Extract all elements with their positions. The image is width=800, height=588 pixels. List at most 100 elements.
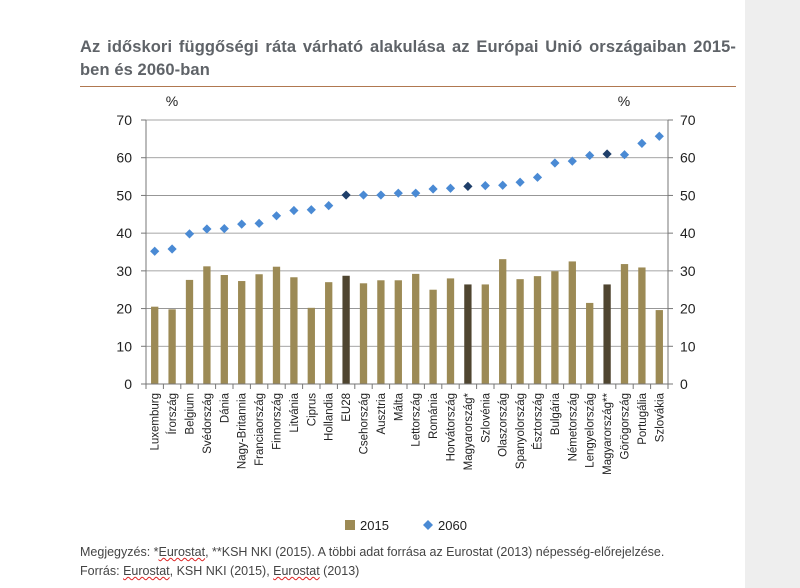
bar-2015 — [325, 282, 333, 384]
bar-2015 — [342, 275, 350, 384]
marker-2060 — [411, 188, 421, 198]
marker-2060 — [358, 190, 369, 200]
marker-2060 — [637, 138, 647, 148]
page-margin — [745, 0, 800, 588]
marker-2060 — [498, 180, 508, 190]
category-label: Ciprus — [306, 393, 318, 426]
y-tick-label-right: 70 — [680, 112, 696, 128]
bar-2015 — [394, 280, 402, 384]
bar-2015 — [516, 279, 524, 384]
marker-2060 — [515, 177, 525, 187]
bar-2015 — [359, 283, 368, 384]
bar-2015 — [168, 309, 176, 384]
y-tick-label-right: 60 — [680, 150, 696, 166]
marker-2060 — [585, 150, 595, 161]
marker-2060 — [167, 244, 177, 254]
category-label: Lengyelország — [585, 393, 597, 468]
bar-2015 — [481, 284, 489, 384]
bar-2015 — [620, 264, 629, 384]
markers-2060 — [150, 131, 664, 256]
category-label: Spanyolország — [515, 393, 527, 469]
marker-2060 — [428, 184, 438, 194]
y-tick-label-right: 0 — [680, 376, 688, 392]
marker-2060 — [376, 190, 386, 200]
category-label: Portugália — [637, 392, 649, 444]
category-label: Szlovákia — [654, 392, 666, 442]
y-tick-label-right: 10 — [680, 338, 696, 354]
chart: 0 0 10 10 20 20 30 30 40 40 50 50 60 60 70 70%% Luxembu… — [116, 93, 696, 533]
marker-2060 — [271, 211, 282, 221]
bar-2015 — [586, 302, 594, 384]
title-divider — [80, 86, 736, 87]
marker-2060 — [202, 224, 212, 234]
y-tick-label-left: 40 — [116, 225, 132, 241]
bar-2015 — [655, 310, 663, 384]
category-label: Lettország — [411, 393, 423, 447]
marker-2060 — [480, 181, 490, 191]
category-label: Finnország — [272, 393, 284, 450]
y-tick-label-right: 30 — [680, 263, 696, 279]
marker-2060 — [184, 229, 195, 239]
bar-2015 — [272, 266, 281, 384]
bars-2015 — [151, 259, 663, 384]
y-tick-label-left: 30 — [116, 263, 132, 279]
category-label: Magyarország** — [602, 392, 614, 474]
legend-label-2060: 2060 — [438, 518, 467, 533]
category-label: Magyarország* — [463, 392, 475, 470]
y-tick-label-right: 50 — [680, 187, 696, 203]
category-label: Belgium — [185, 393, 197, 435]
bar-2015 — [551, 271, 559, 384]
bar-2015 — [429, 289, 437, 384]
legend: 2015 2060 — [345, 518, 467, 533]
category-label: Olaszország — [498, 393, 510, 457]
marker-2060 — [341, 190, 351, 200]
marker-2060 — [654, 131, 664, 141]
bar-2015 — [255, 274, 263, 384]
y-axis-label-left: % — [166, 93, 178, 109]
category-label: EU28 — [341, 393, 353, 422]
document-page: Az időskori függőségi ráta várható alaku… — [80, 38, 736, 578]
category-label: Németország — [567, 393, 579, 461]
footnote: Megjegyzés: *Eurostat, **KSH NKI (2015).… — [80, 545, 665, 559]
marker-2060 — [463, 181, 473, 191]
y-tick-label-left: 50 — [116, 187, 132, 203]
y-tick-label-left: 20 — [116, 301, 132, 317]
marker-2060 — [567, 156, 577, 166]
category-label: Málta — [393, 392, 405, 421]
bar-2015 — [220, 275, 228, 384]
marker-2060 — [602, 149, 612, 159]
legend-swatch-2060 — [423, 520, 433, 530]
gridlines — [146, 119, 668, 347]
marker-2060 — [550, 158, 560, 168]
category-label: Bulgária — [550, 392, 562, 435]
y-tick-label-left: 70 — [116, 112, 132, 128]
marker-2060 — [393, 188, 403, 198]
y-axis-label-right: % — [618, 93, 630, 109]
category-label: Horvátország — [446, 393, 458, 461]
marker-2060 — [619, 150, 630, 160]
category-label: Nagy-Britannia — [237, 392, 249, 469]
category-label: Görögország — [620, 393, 632, 459]
marker-2060 — [532, 172, 543, 182]
category-labels: Luxemburg Írország Belgium Svédország Dánia N… — [150, 392, 667, 474]
y-tick-label-right: 40 — [680, 225, 696, 241]
bar-2015 — [151, 306, 159, 384]
y-tick-label-left: 10 — [116, 338, 132, 354]
category-label: Csehország — [359, 393, 371, 454]
marker-2060 — [254, 218, 264, 228]
category-label: Dánia — [219, 392, 231, 423]
bar-2015 — [307, 307, 315, 384]
legend-label-2015: 2015 — [360, 518, 389, 533]
bar-2015 — [377, 280, 385, 384]
category-label: Svédország — [202, 393, 214, 454]
legend-swatch-2015 — [345, 520, 355, 530]
bar-2015 — [203, 266, 211, 384]
bar-2015 — [533, 276, 542, 384]
category-label: Hollandia — [324, 392, 336, 441]
marker-2060 — [150, 246, 160, 256]
bar-2015 — [603, 284, 611, 384]
category-label: Ausztria — [376, 392, 388, 434]
category-label: Szlovénia — [480, 392, 492, 442]
bar-2015 — [446, 278, 455, 384]
marker-2060 — [324, 201, 334, 211]
